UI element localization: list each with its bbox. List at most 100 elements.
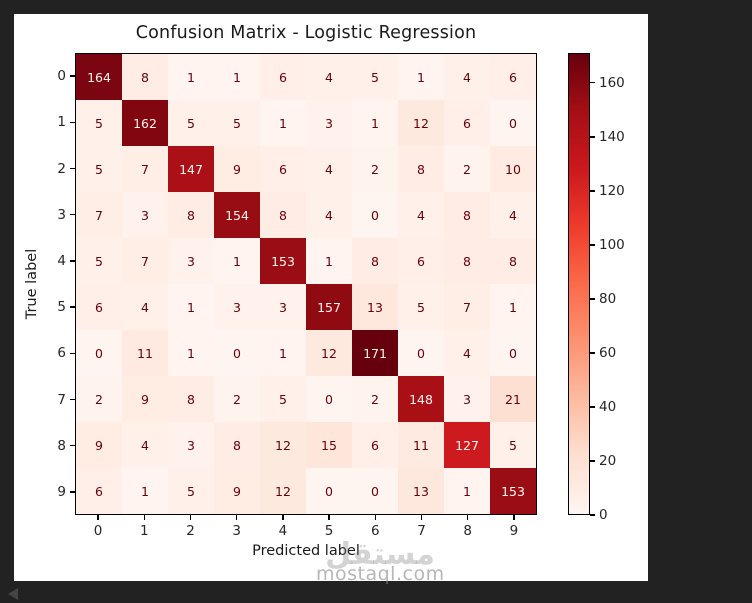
y-tickmark [69, 444, 75, 447]
matrix-cell: 5 [76, 146, 122, 192]
matrix-cell: 1 [168, 284, 214, 330]
matrix-cell: 11 [122, 330, 168, 376]
x-tick-label: 1 [140, 523, 149, 539]
watermark-logo: مستقل [325, 537, 435, 572]
matrix-cell: 5 [260, 376, 306, 422]
matrix-cell: 0 [490, 100, 536, 146]
matrix-cell: 8 [398, 146, 444, 192]
matrix-cell: 3 [214, 284, 260, 330]
x-tickmark [143, 515, 146, 520]
matrix-cell: 0 [306, 468, 352, 514]
matrix-cell: 0 [214, 330, 260, 376]
y-tick-label: 3 [57, 206, 66, 223]
matrix-cell: 5 [76, 100, 122, 146]
matrix-cell: 1 [168, 54, 214, 100]
matrix-cell: 6 [444, 100, 490, 146]
matrix-cell: 12 [398, 100, 444, 146]
matrix-cell: 6 [490, 54, 536, 100]
x-tickmark [513, 515, 515, 520]
colorbar-tick-label: 120 [599, 182, 625, 199]
colorbar-tick-label: 20 [599, 452, 617, 469]
y-axis-label: True label [24, 248, 40, 320]
matrix-cell: 2 [214, 376, 260, 422]
x-tickmark [235, 515, 238, 520]
y-tickmark [69, 75, 75, 77]
y-tick-label: 0 [57, 68, 66, 85]
y-tick-label: 1 [57, 114, 66, 131]
matrix-cell: 5 [168, 100, 214, 146]
matrix-cell: 4 [122, 284, 168, 330]
matrix-cell: 1 [214, 54, 260, 100]
y-tick-label: 4 [57, 252, 66, 269]
y-tick-label: 8 [57, 437, 66, 454]
matrix-cell: 3 [306, 100, 352, 146]
x-tick-label: 6 [371, 523, 380, 539]
x-tick-label: 3 [232, 523, 241, 539]
x-tick-label: 9 [509, 523, 519, 539]
matrix-cell: 5 [490, 422, 536, 468]
colorbar-tickmark [590, 352, 595, 354]
x-tick-label: 8 [463, 523, 472, 539]
matrix-cell: 7 [76, 192, 122, 238]
x-tickmark [282, 515, 284, 520]
matrix-cell: 147 [168, 146, 214, 192]
matrix-cell: 8 [168, 192, 214, 238]
matrix-cell: 0 [352, 468, 398, 514]
x-tickmark [328, 515, 330, 520]
matrix-cell: 5 [352, 54, 398, 100]
y-tick-label: 7 [57, 391, 66, 408]
matrix-cell: 9 [76, 422, 122, 468]
matrix-cell: 0 [306, 376, 352, 422]
matrix-cell: 1 [260, 100, 306, 146]
matrix-cell: 8 [352, 238, 398, 284]
y-tick-label: 2 [57, 160, 66, 177]
matrix-cell: 4 [444, 54, 490, 100]
matrix-cell: 1 [260, 330, 306, 376]
matrix-cell: 162 [122, 100, 168, 146]
colorbar [568, 53, 590, 515]
matrix-cell: 2 [444, 146, 490, 192]
colorbar-tickmark [590, 81, 595, 84]
heatmap-axes: 164 8 1 1 6 4 5 1 4 6 5 162 5 5 1 3 1 12 6 0 5 7 147 9 6 4 2 8 2 10 7 3… [75, 53, 537, 515]
matrix-cell: 3 [168, 422, 214, 468]
matrix-cell: 2 [76, 376, 122, 422]
colorbar-tickmark [590, 514, 595, 516]
colorbar-tickmark [590, 190, 595, 192]
matrix-cell: 4 [306, 54, 352, 100]
colorbar-tickmark [590, 460, 595, 462]
y-tickmark [69, 306, 75, 308]
x-tick-label: 4 [278, 523, 288, 539]
x-tickmark [466, 515, 469, 520]
matrix-cell: 6 [352, 422, 398, 468]
colorbar-tickmark [590, 406, 595, 408]
matrix-cell: 1 [444, 468, 490, 514]
colorbar-tick-label: 60 [599, 344, 617, 361]
x-tick-label: 2 [186, 523, 195, 539]
colorbar-tick-label: 160 [599, 74, 625, 91]
matrix-cell: 7 [122, 146, 168, 192]
matrix-cell: 12 [306, 330, 352, 376]
matrix-cell: 148 [398, 376, 444, 422]
matrix-cell: 0 [76, 330, 122, 376]
y-tickmark [69, 260, 75, 262]
matrix-cell: 153 [260, 238, 306, 284]
matrix-cell: 3 [122, 192, 168, 238]
matrix-cell: 8 [122, 54, 168, 100]
y-tickmark [69, 491, 75, 493]
matrix-cell: 7 [444, 284, 490, 330]
matrix-cell: 8 [260, 192, 306, 238]
matrix-cell: 10 [490, 146, 536, 192]
y-tickmark [69, 398, 75, 401]
matrix-cell: 2 [352, 146, 398, 192]
matrix-cell: 4 [306, 192, 352, 238]
matrix-cell: 5 [76, 238, 122, 284]
matrix-cell: 6 [260, 146, 306, 192]
x-tickmark [420, 515, 423, 520]
matrix-cell: 4 [490, 192, 536, 238]
x-tick-label: 0 [93, 523, 103, 539]
seek-previous-icon[interactable] [8, 588, 18, 600]
matrix-cell: 0 [398, 330, 444, 376]
matrix-cell: 11 [398, 422, 444, 468]
figure-canvas: Confusion Matrix - Logistic Regression T… [14, 14, 648, 581]
